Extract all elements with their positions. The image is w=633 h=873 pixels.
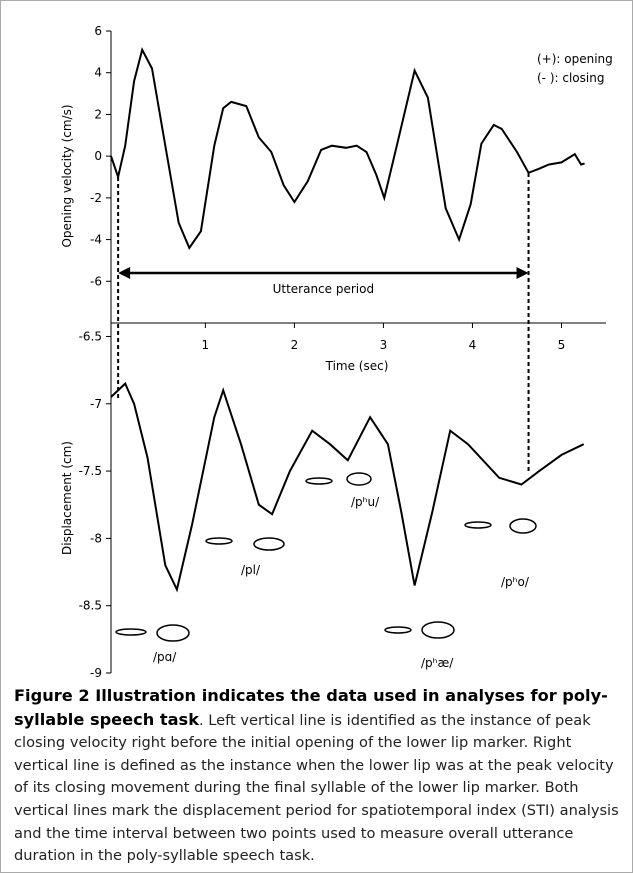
y-tick-label: -6.5 [79, 329, 102, 343]
y-tick-label: -7 [90, 397, 102, 411]
annotation: Utterance period [273, 282, 375, 296]
legend-entry: (- ): closing [537, 71, 604, 85]
y-tick-label: 0 [94, 149, 102, 163]
y-tick-label: -2 [90, 191, 102, 205]
y-axis-label: Opening velocity (cm/s) [60, 104, 74, 247]
y-tick-label: 4 [94, 66, 102, 80]
x-tick-label: 2 [291, 338, 299, 352]
data-line [110, 47, 585, 250]
x-axis-label: Time (sec) [325, 359, 389, 373]
phoneme-label: /pʰæ/ [421, 656, 454, 670]
phoneme-label: /pl/ [241, 563, 261, 577]
y-tick-label: -6 [90, 274, 102, 288]
y-tick-label: 6 [94, 24, 102, 38]
lips [115, 472, 537, 642]
x-tick-label: 4 [469, 338, 477, 352]
caption-text: . Left vertical line is identified as th… [14, 711, 619, 865]
y-tick-label: -8 [90, 531, 102, 545]
chart: Opening velocity (cm/s) Displacement (cm… [60, 24, 613, 680]
y-tick-label: -9 [90, 666, 102, 680]
phoneme-label: /pʰu/ [351, 495, 380, 509]
y-tick-label: -4 [90, 233, 102, 247]
phoneme-label: /pɑ/ [153, 650, 177, 664]
y-axis-label: Displacement (cm) [60, 441, 74, 555]
phoneme-label: /pʰo/ [501, 575, 530, 589]
caption-title: Figure 2 Illustration indicates the data… [14, 686, 608, 729]
x-tick-label: 5 [558, 338, 566, 352]
y-tick-label: 2 [94, 107, 102, 121]
arrow-head [516, 266, 529, 279]
x-tick-label: 3 [380, 338, 388, 352]
y-tick-label: -8.5 [79, 599, 102, 613]
legend-entry: (+): opening [537, 52, 613, 66]
x-tick-label: 1 [202, 338, 210, 352]
arrow-head [118, 266, 131, 279]
y-tick-label: -7.5 [79, 464, 102, 478]
data-line [110, 381, 585, 593]
caption: Figure 2 Illustration indicates the data… [14, 685, 620, 868]
